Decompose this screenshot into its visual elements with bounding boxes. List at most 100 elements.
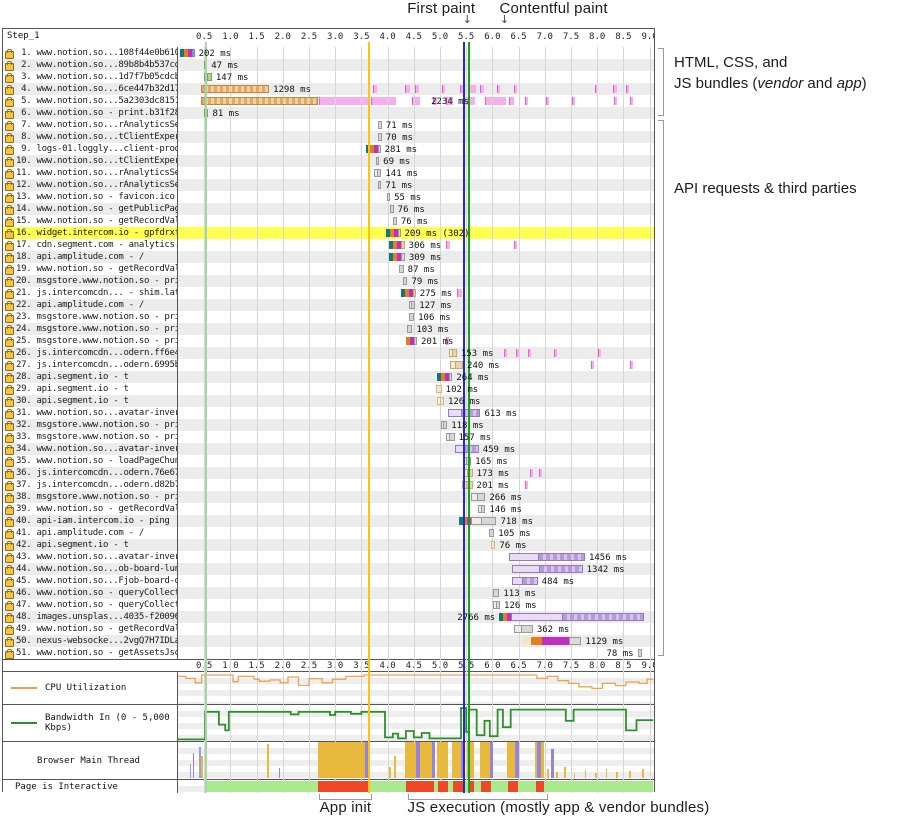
lock-icon <box>5 360 14 371</box>
connect-segment <box>462 517 467 525</box>
interactive-blocked <box>452 781 464 792</box>
request-timeline: 201 ms <box>178 479 654 491</box>
request-label-cell: 51. www.notion.so - getAssetsJson <box>3 647 178 659</box>
cpu-line-swatch <box>11 687 37 689</box>
lock-icon <box>5 348 14 359</box>
request-bar <box>471 493 486 501</box>
request-label: 20. msgstore.www.notion.so - primus/ <box>16 276 177 286</box>
request-label: 1. www.notion.so...108f44e0b6102e7c01 <box>21 48 177 58</box>
request-bar <box>512 577 538 585</box>
waiting-segment <box>513 625 522 633</box>
request-time: 153 ms <box>460 348 494 359</box>
annotation-fragment: HTML, CSS, and <box>674 54 788 71</box>
download-segment <box>376 169 382 177</box>
lock-icon <box>5 120 14 131</box>
main-thread-activity <box>267 743 270 778</box>
main-thread-activity <box>605 769 608 778</box>
lock-icon <box>5 564 14 575</box>
request-bar <box>378 121 382 129</box>
right-bracket <box>658 48 664 116</box>
request-time: 78 ms <box>606 648 634 659</box>
request-timeline: 103 ms <box>178 323 654 335</box>
request-label-cell: 29. api.segment.io - t <box>3 383 178 395</box>
request-label: 13. www.notion.so - favicon.ico <box>16 192 175 202</box>
request-time: 126 ms <box>447 396 481 407</box>
js-exec-mark <box>432 97 437 105</box>
annotation-fragment: and <box>803 75 837 92</box>
request-label-cell: 5. www.notion.so...5a2303dc8151835.js <box>3 95 178 107</box>
request-label: 36. js.intercomcdn...odern.76e67078.js <box>16 468 177 478</box>
lock-icon <box>5 48 14 59</box>
main-thread-activity <box>318 742 368 778</box>
dns-segment <box>400 289 405 297</box>
request-time: 306 ms <box>408 240 442 251</box>
request-label-cell: 26. js.intercomcdn...odern.ff6e4bba.js <box>3 347 178 359</box>
request-bar <box>400 289 416 297</box>
request-row: 8. www.notion.so...tClientExperiments 70 … <box>3 131 654 143</box>
request-timeline: 613 ms <box>178 407 654 419</box>
request-label-cell: 28. api.segment.io - t <box>3 371 178 383</box>
download-segment <box>451 349 457 357</box>
request-row: 41. api.amplitude.com - / 105 ms <box>3 527 654 539</box>
js-exec-mark <box>626 85 630 93</box>
js-exec-mark <box>446 241 451 249</box>
download-segment <box>521 625 533 633</box>
request-bar <box>405 337 417 345</box>
download-segment <box>377 181 382 189</box>
bottom-bracket <box>407 794 548 800</box>
request-bar <box>392 217 397 225</box>
request-label-cell: 3. www.notion.so...1d7f7b05cdcb21.css <box>3 71 178 83</box>
waiting-segment <box>512 577 522 585</box>
request-time: 141 ms <box>385 168 418 179</box>
ws-segment <box>568 637 582 645</box>
download-segment <box>561 613 645 621</box>
request-row: 46. www.notion.so - queryCollection 113 m… <box>3 587 654 599</box>
ws-segment <box>522 637 531 645</box>
request-bar <box>450 361 464 369</box>
request-timeline: 81 ms <box>178 107 654 119</box>
download-segment <box>491 541 496 549</box>
request-row: 17. cdn.segment.com - analytics.min.js 30… <box>3 239 654 251</box>
download-segment <box>201 97 319 105</box>
interactive-panel: Page is Interactive <box>3 779 654 793</box>
request-time: 275 ms <box>419 288 453 299</box>
axis-tick-label: 8.0 <box>589 32 606 42</box>
request-timeline: 69 ms <box>178 155 654 167</box>
request-time: 102 ms <box>445 384 479 395</box>
axis-tick-label: 5.0 <box>431 32 449 42</box>
interactive-blocked <box>467 781 474 792</box>
request-bar <box>488 529 495 537</box>
request-label-cell: 4. www.notion.so...6ce447b32d17daf.js <box>3 83 178 95</box>
request-bar <box>403 277 408 285</box>
request-timeline: 76 ms <box>178 539 654 551</box>
request-label-cell: 10. www.notion.so...tClientExperiments <box>3 155 178 167</box>
request-timeline: 126 ms <box>178 395 654 407</box>
download-segment <box>403 277 408 285</box>
waiting-segment <box>511 613 562 621</box>
js-exec-mark <box>613 97 617 105</box>
axis-tick-label: 8.5 <box>615 32 632 42</box>
request-time: 47 ms <box>211 60 239 71</box>
request-bar <box>437 373 453 381</box>
request-timeline: 1298 ms <box>178 83 654 95</box>
main-thread-label: Browser Main Thread <box>37 755 140 766</box>
axis-tick-label: 6.0 <box>484 661 501 671</box>
download-segment <box>191 49 195 57</box>
main-thread-activity <box>393 756 396 778</box>
request-time: 2234 ms <box>431 96 470 107</box>
request-row: 5. www.notion.so...5a2303dc8151835.js 223… <box>3 95 654 107</box>
request-label: 19. www.notion.so - getRecordValues <box>16 264 178 274</box>
lock-icon <box>5 204 14 215</box>
request-bar <box>179 49 195 57</box>
annotation-fragment: ) <box>861 75 867 92</box>
js-exec-mark <box>530 469 534 477</box>
request-label: 3. www.notion.so...1d7f7b05cdcb21.css <box>21 72 177 82</box>
request-bar <box>377 181 382 189</box>
dns-segment <box>179 49 184 57</box>
request-row: 21. js.intercomcdn... - shim.latest.js 27… <box>3 287 654 299</box>
download-segment <box>463 445 479 453</box>
lock-icon <box>5 144 14 155</box>
annotation-line: JS bundles (vendor and app) <box>674 73 867 94</box>
request-time: 2766 ms <box>457 612 496 623</box>
request-time: 202 ms <box>198 48 232 59</box>
